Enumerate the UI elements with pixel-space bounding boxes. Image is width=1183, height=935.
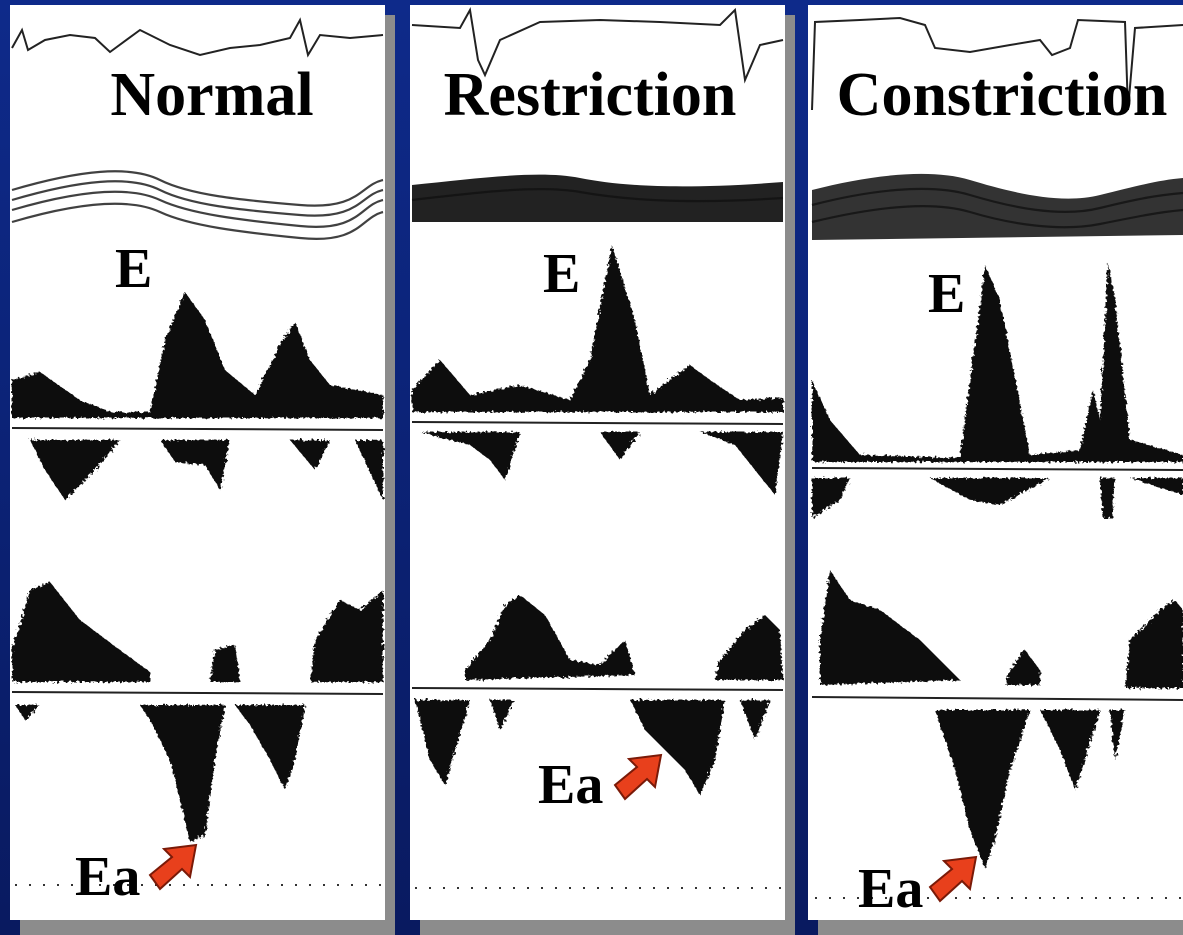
panel-title: Constriction: [837, 61, 1168, 129]
e-label: E: [543, 243, 580, 305]
ea-label: Ea: [75, 846, 140, 908]
panel-constriction: Constriction E Ea: [808, 5, 1183, 935]
panel-title: Restriction: [444, 61, 737, 129]
e-label: E: [115, 238, 152, 300]
panel-restriction: Restriction E Ea: [410, 5, 795, 935]
ea-label: Ea: [538, 754, 603, 816]
panel-title: Normal: [110, 61, 313, 129]
panel-normal: Normal E Ea: [10, 5, 395, 935]
ea-label: Ea: [858, 858, 923, 920]
e-label: E: [928, 263, 965, 325]
slide: Normal E Ea Restriction E Ea: [0, 0, 1183, 935]
